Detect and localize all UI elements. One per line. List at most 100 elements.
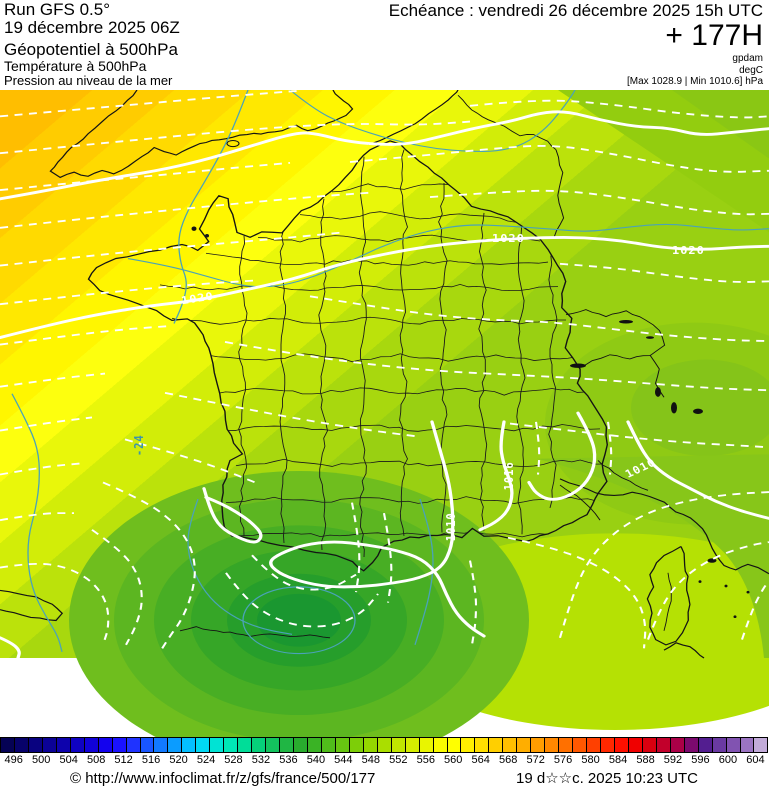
scale-cell	[739, 738, 754, 752]
scale-cell	[655, 738, 670, 752]
scale-cell	[460, 738, 475, 752]
scale-cell	[195, 738, 210, 752]
scale-cell	[251, 738, 266, 752]
scale-value: 596	[691, 754, 710, 766]
scale-cell	[446, 738, 461, 752]
scale-value: 504	[59, 754, 78, 766]
field-pressure: Pression au niveau de la mer	[4, 73, 173, 89]
scale-cell	[418, 738, 433, 752]
unit-gpdam: gpdam	[732, 53, 763, 64]
generation-timestamp: 19 d☆☆c. 2025 10:23 UTC	[516, 770, 698, 786]
header-right: Echéance : vendredi 26 décembre 2025 15h…	[389, 1, 763, 88]
scale-value: 544	[334, 754, 353, 766]
scale-cell	[404, 738, 419, 752]
weather-map-canvas: 1020 1020 1020 1016 1010 1010 -24	[0, 90, 769, 737]
scale-cell	[599, 738, 614, 752]
scale-cell	[586, 738, 600, 752]
scale-cell	[125, 738, 140, 752]
scale-cell	[320, 738, 335, 752]
scale-cell	[348, 738, 363, 752]
scale-value: 580	[581, 754, 600, 766]
scale-cell	[111, 738, 126, 752]
scale-cell	[41, 738, 56, 752]
model-run-title: Run GFS 0.5°	[4, 0, 111, 19]
scale-value: 588	[636, 754, 655, 766]
scale-cell	[279, 738, 294, 752]
scale-cell	[209, 738, 224, 752]
scale-value: 524	[196, 754, 216, 766]
scale-value: 584	[608, 754, 628, 766]
scale-value: 532	[251, 754, 271, 766]
scale-value: 496	[4, 754, 23, 766]
scale-cell	[390, 738, 405, 752]
scale-value: 552	[389, 754, 408, 766]
scale-value: 604	[746, 754, 765, 766]
scale-cell	[641, 738, 656, 752]
scale-value: 512	[114, 754, 133, 766]
scale-cell	[153, 738, 168, 752]
scale-cell	[55, 738, 70, 752]
isobar-label-1020-center: 1020	[492, 233, 525, 245]
isobar-label-1020-east: 1020	[672, 245, 705, 257]
scale-cell	[474, 738, 489, 752]
isobar-label-1016: 1016	[502, 461, 516, 490]
scale-cell	[488, 738, 503, 752]
scale-cell	[181, 738, 196, 752]
field-temperature: Température à 500hPa	[4, 58, 147, 75]
scale-cell	[139, 738, 154, 752]
scale-value: 576	[553, 754, 573, 766]
scale-cell	[711, 738, 726, 752]
isobar-label-1020-west: 1020	[180, 290, 215, 307]
scale-cell	[683, 738, 698, 752]
scale-cell	[516, 738, 531, 752]
isobar-lines-dashed	[0, 90, 769, 653]
scale-value: 516	[141, 754, 161, 766]
scale-value: 508	[86, 754, 106, 766]
department-borders	[159, 149, 605, 558]
scale-cell	[697, 738, 712, 752]
geography-borders	[0, 90, 769, 659]
scale-value: 592	[663, 754, 683, 766]
chart-header: Run GFS 0.5° 19 décembre 2025 06Z Géopot…	[0, 0, 769, 90]
scale-labels: 496 500 504 508 512 516 520 524 528 532 536 540 544 5…	[0, 753, 769, 768]
scale-cell	[669, 738, 684, 752]
map-area: 1020 1020 1020 1016 1010 1010 -24	[0, 90, 769, 737]
scale-cell	[306, 738, 321, 752]
scale-bar	[0, 737, 768, 753]
chart-footer: © http://www.infoclimat.fr/z/gfs/france/…	[0, 768, 769, 786]
scale-cell	[0, 738, 14, 752]
scale-value: 560	[444, 754, 463, 766]
unit-info: gpdam degC [Max 1028.9 | Min 1010.6] hPa	[389, 53, 763, 88]
scale-cell	[530, 738, 545, 752]
scale-cell	[558, 738, 573, 752]
scale-cell	[613, 738, 628, 752]
scale-cell	[572, 738, 587, 752]
valid-time: Echéance : vendredi 26 décembre 2025 15h…	[388, 1, 763, 20]
scale-value: 564	[471, 754, 490, 766]
scale-cell	[544, 738, 559, 752]
scale-cell	[83, 738, 98, 752]
scale-value: 548	[361, 754, 380, 766]
scale-value: 556	[416, 754, 435, 766]
scale-value: 572	[526, 754, 545, 766]
scale-cell	[27, 738, 42, 752]
scale-cell	[376, 738, 391, 752]
scale-cell	[725, 738, 740, 752]
scale-cell	[753, 738, 768, 752]
extremes-info: [Max 1028.9 | Min 1010.6] hPa	[626, 76, 763, 87]
scale-cell	[362, 738, 377, 752]
scale-cell	[265, 738, 280, 752]
header-left: Run GFS 0.5° 19 décembre 2025 06Z Géopot…	[4, 0, 180, 89]
scale-cell	[69, 738, 84, 752]
scale-cell	[432, 738, 447, 752]
lead-time: + 177H	[665, 19, 763, 52]
map-drawing-layers	[0, 90, 769, 737]
scale-cell	[97, 738, 112, 752]
model-run-date: 19 décembre 2025 06Z	[4, 18, 180, 38]
copyright-url: © http://www.infoclimat.fr/z/gfs/france/…	[70, 769, 376, 786]
scale-cell	[334, 738, 349, 752]
scale-value: 528	[224, 754, 243, 766]
scale-cell	[502, 738, 517, 752]
scale-cell	[627, 738, 642, 752]
